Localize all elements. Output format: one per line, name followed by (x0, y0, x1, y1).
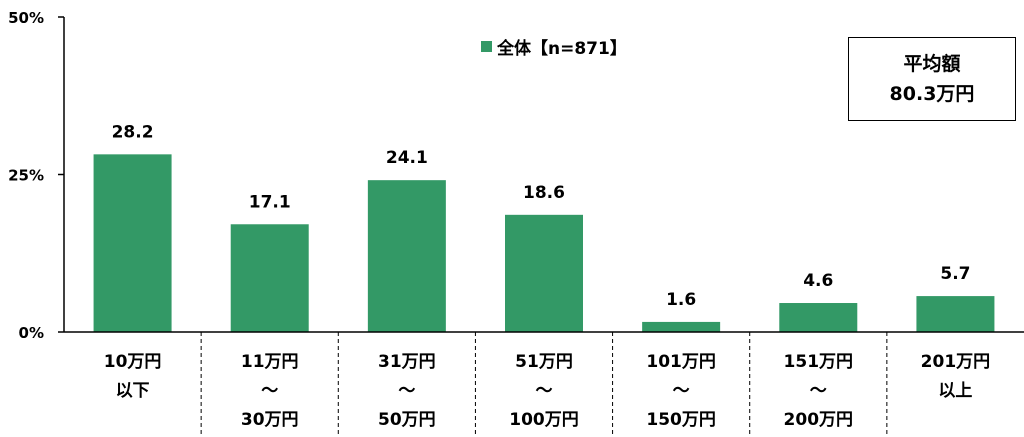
average-note-value: 80.3万円 (889, 83, 975, 105)
data-label: 24.1 (386, 148, 428, 168)
category-label: 101万円 (646, 352, 716, 372)
data-label: 5.7 (940, 264, 970, 284)
category-label: 10万円 (104, 352, 162, 372)
average-note-title: 平均額 (903, 53, 961, 75)
category-label: ～ (673, 381, 690, 401)
average-note-box: 平均額 80.3万円 (848, 37, 1016, 121)
bar (367, 180, 446, 332)
data-label: 28.2 (112, 122, 154, 142)
bar (505, 214, 583, 332)
y-tick-label: 25% (8, 167, 44, 185)
category-label: ～ (261, 381, 278, 401)
bar (779, 303, 858, 332)
category-label: 50万円 (378, 410, 436, 430)
legend-swatch (481, 41, 492, 52)
data-label: 17.1 (249, 192, 291, 212)
category-label: 100万円 (509, 410, 579, 430)
y-tick-label: 50% (8, 9, 44, 27)
bar (93, 154, 172, 332)
y-axis: 0% 25% 50% (8, 9, 65, 342)
category-label: 51万円 (515, 352, 573, 372)
bars-group (93, 154, 995, 332)
data-label: 18.6 (523, 183, 565, 203)
category-label: 以上 (938, 381, 972, 401)
category-label: 201万円 (921, 352, 991, 372)
category-label: ～ (810, 381, 827, 401)
y-tick-label: 0% (19, 324, 44, 342)
bar (642, 321, 721, 332)
category-label: 以下 (116, 381, 150, 401)
legend-label: 全体【n=871】 (496, 38, 627, 59)
category-label: 30万円 (241, 410, 299, 430)
category-label: 150万円 (646, 410, 716, 430)
category-label: 200万円 (784, 410, 854, 430)
data-labels-group: 28.2 17.1 24.1 18.6 1.6 4.6 5.7 (112, 122, 971, 310)
data-label: 4.6 (803, 271, 833, 291)
category-label: ～ (536, 381, 553, 401)
data-label: 1.6 (666, 290, 696, 310)
category-label: 151万円 (784, 352, 854, 372)
bar (916, 296, 995, 332)
category-label: 31万円 (378, 352, 436, 372)
bar (230, 224, 309, 332)
category-label: ～ (398, 381, 415, 401)
category-label: 11万円 (241, 352, 299, 372)
legend: 全体【n=871】 (481, 38, 627, 59)
